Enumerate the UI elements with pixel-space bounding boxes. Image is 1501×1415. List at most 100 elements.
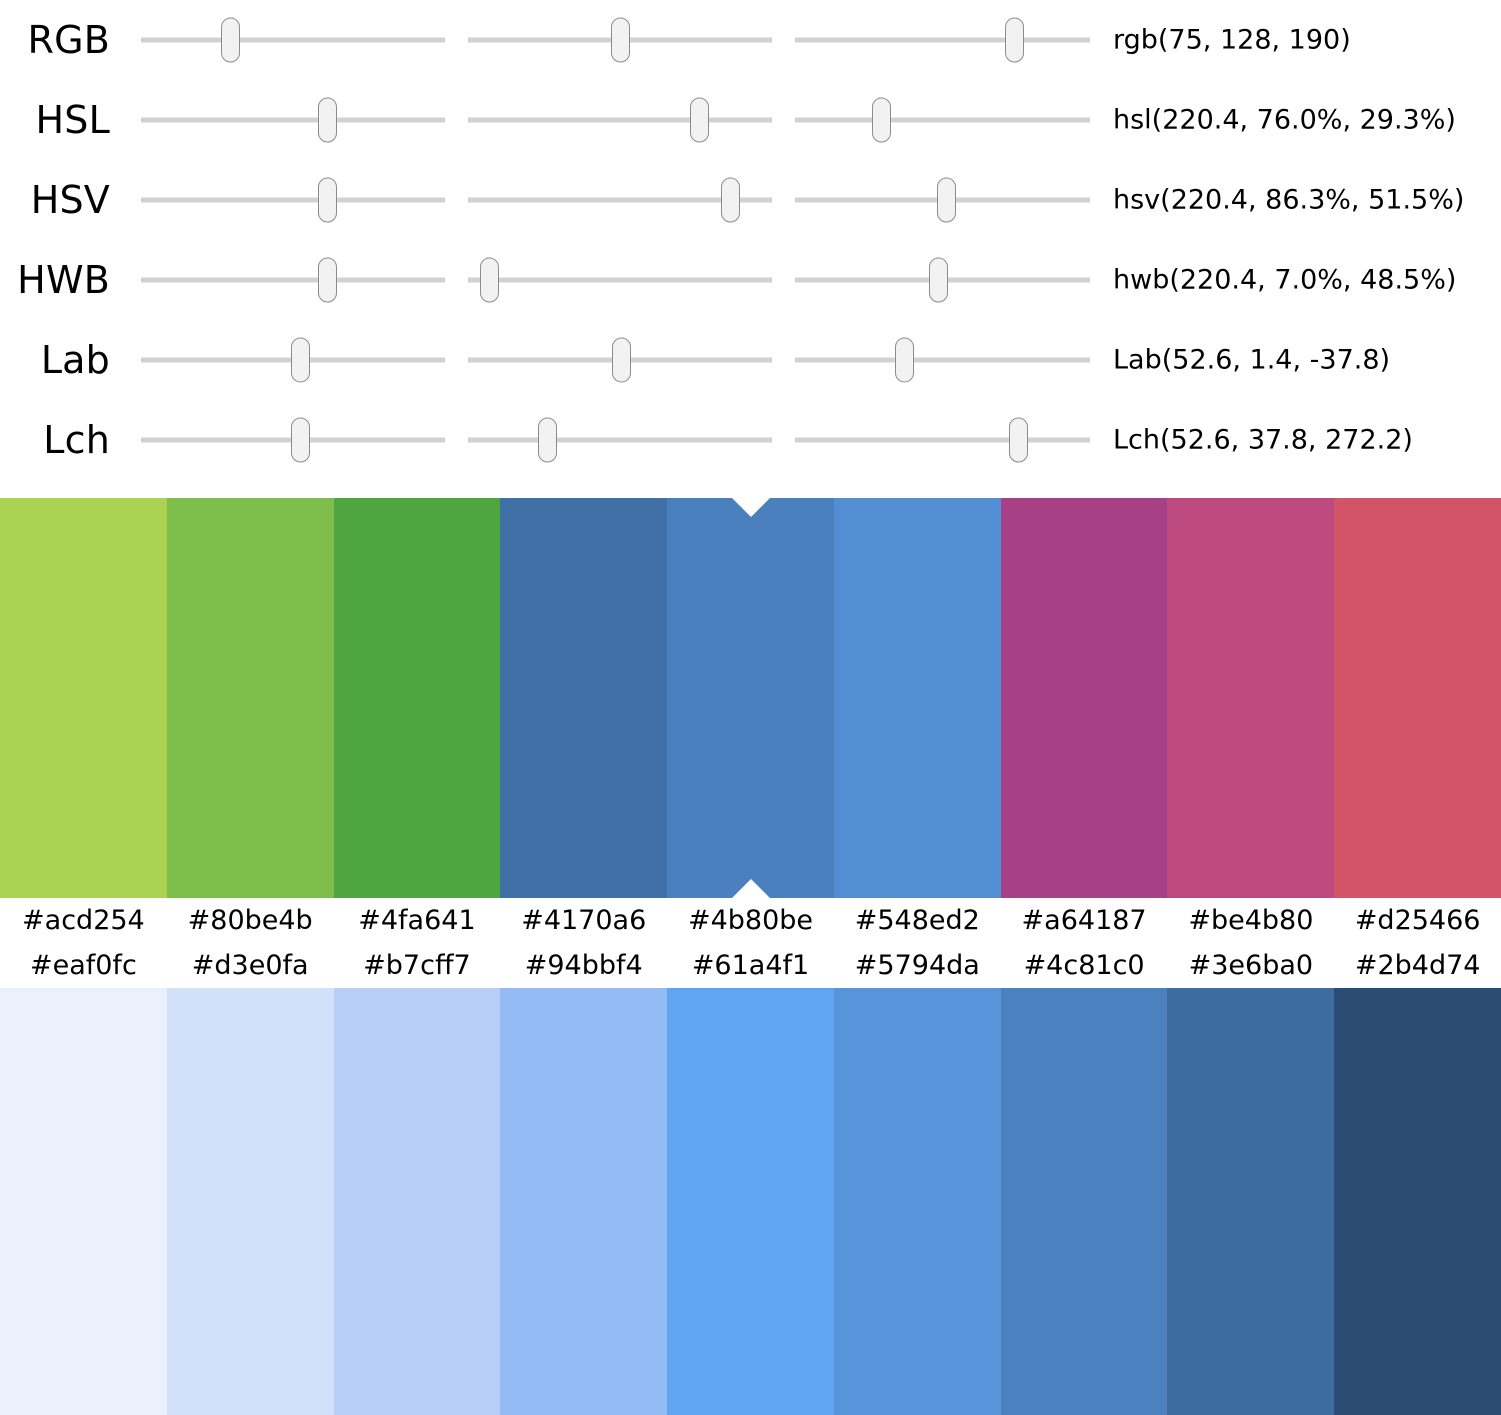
swatch-hue-7[interactable] xyxy=(1167,498,1335,898)
hex-label-hue-6[interactable]: #a64187 xyxy=(1021,905,1147,936)
color-space-label: Lab xyxy=(40,338,110,382)
slider-lab-a[interactable] xyxy=(468,320,772,400)
slider-handle-green[interactable] xyxy=(611,17,631,63)
slider-track[interactable] xyxy=(141,197,445,203)
slider-handle-whiteness[interactable] xyxy=(479,257,499,303)
color-value-text: Lab(52.6, 1.4, -37.8) xyxy=(1113,344,1391,376)
slider-hwb-blackness[interactable] xyxy=(795,240,1090,320)
slider-hsv-value[interactable] xyxy=(795,160,1090,240)
slider-handle-value[interactable] xyxy=(937,177,957,223)
hue-variation-swatch-band xyxy=(0,498,1501,898)
swatch-shade-5[interactable] xyxy=(833,988,1001,1415)
swatch-hue-8[interactable] xyxy=(1334,498,1501,898)
slider-track[interactable] xyxy=(141,117,445,123)
slider-track[interactable] xyxy=(795,437,1090,443)
swatch-hue-2[interactable] xyxy=(333,498,501,898)
slider-handle-red[interactable] xyxy=(220,17,240,63)
slider-track-group xyxy=(141,240,1090,320)
hex-label-shade-0[interactable]: #eaf0fc xyxy=(29,950,137,981)
slider-track[interactable] xyxy=(795,117,1090,123)
slider-handle-hue[interactable] xyxy=(317,257,337,303)
slider-track[interactable] xyxy=(795,357,1090,363)
swatch-shade-1[interactable] xyxy=(166,988,334,1415)
slider-handle-lightness[interactable] xyxy=(871,97,891,143)
hex-label-hue-3[interactable]: #4170a6 xyxy=(521,905,647,936)
slider-handle-saturation[interactable] xyxy=(689,97,709,143)
shade-hex-label-row: #eaf0fc #d3e0fa #b7cff7 #94bbf4 #61a4f1 #5794… xyxy=(0,943,1501,988)
hex-label-hue-0[interactable]: #acd254 xyxy=(22,905,145,936)
slider-hsl-saturation[interactable] xyxy=(468,80,772,160)
slider-rgb-green[interactable] xyxy=(468,0,772,80)
swatch-shade-4[interactable] xyxy=(667,988,834,1415)
color-space-label: HSL xyxy=(35,98,110,142)
slider-track-group xyxy=(141,160,1090,240)
color-space-label: HSV xyxy=(30,178,110,222)
slider-hwb-hue[interactable] xyxy=(141,240,445,320)
slider-handle-lightness[interactable] xyxy=(291,417,311,463)
slider-track[interactable] xyxy=(468,437,772,443)
hex-label-shade-4[interactable]: #61a4f1 xyxy=(691,950,810,981)
slider-lch-lightness[interactable] xyxy=(141,400,445,480)
slider-track[interactable] xyxy=(141,37,445,43)
slider-handle-chroma[interactable] xyxy=(538,417,558,463)
swatch-hue-0[interactable] xyxy=(0,498,167,898)
slider-hsv-hue[interactable] xyxy=(141,160,445,240)
hex-label-hue-7[interactable]: #be4b80 xyxy=(1188,905,1314,936)
swatch-shade-0[interactable] xyxy=(0,988,167,1415)
slider-track[interactable] xyxy=(795,37,1090,43)
color-space-slider-panel: RGB rgb(75, 128, 190) HSL hsl(220.4, 76.0%,… xyxy=(0,0,1501,498)
slider-handle-blackness[interactable] xyxy=(928,257,948,303)
slider-lab-lightness[interactable] xyxy=(141,320,445,400)
color-value-text: hwb(220.4, 7.0%, 48.5%) xyxy=(1113,264,1457,296)
slider-row-lch: Lch Lch(52.6, 37.8, 272.2) xyxy=(0,400,1501,480)
swatch-shade-8[interactable] xyxy=(1334,988,1501,1415)
hex-label-hue-8[interactable]: #d25466 xyxy=(1354,905,1481,936)
swatch-shade-6[interactable] xyxy=(1000,988,1168,1415)
swatch-shade-2[interactable] xyxy=(333,988,501,1415)
swatch-shade-7[interactable] xyxy=(1167,988,1335,1415)
slider-lch-hue[interactable] xyxy=(795,400,1090,480)
slider-hsl-lightness[interactable] xyxy=(795,80,1090,160)
hex-label-shade-7[interactable]: #3e6ba0 xyxy=(1188,950,1314,981)
hex-label-shade-6[interactable]: #4c81c0 xyxy=(1023,950,1145,981)
slider-handle-hue[interactable] xyxy=(317,177,337,223)
selection-notch-top-icon xyxy=(731,498,770,517)
slider-handle-blue[interactable] xyxy=(1005,17,1025,63)
slider-track[interactable] xyxy=(468,277,772,283)
slider-hsl-hue[interactable] xyxy=(141,80,445,160)
hex-label-shade-1[interactable]: #d3e0fa xyxy=(191,950,309,981)
swatch-hue-6[interactable] xyxy=(1000,498,1168,898)
slider-handle-saturation[interactable] xyxy=(720,177,740,223)
slider-row-hwb: HWB hwb(220.4, 7.0%, 48.5%) xyxy=(0,240,1501,320)
swatch-hue-3[interactable] xyxy=(500,498,668,898)
slider-handle-lightness[interactable] xyxy=(291,337,311,383)
swatch-hue-4[interactable] xyxy=(667,498,834,898)
hex-label-hue-5[interactable]: #548ed2 xyxy=(854,905,980,936)
hex-label-shade-3[interactable]: #94bbf4 xyxy=(524,950,643,981)
slider-rgb-blue[interactable] xyxy=(795,0,1090,80)
slider-track[interactable] xyxy=(141,277,445,283)
hex-label-shade-8[interactable]: #2b4d74 xyxy=(1354,950,1481,981)
slider-hsv-saturation[interactable] xyxy=(468,160,772,240)
swatch-hue-5[interactable] xyxy=(833,498,1001,898)
slider-handle-a[interactable] xyxy=(612,337,632,383)
slider-lab-b[interactable] xyxy=(795,320,1090,400)
slider-rgb-red[interactable] xyxy=(141,0,445,80)
slider-handle-hue[interactable] xyxy=(317,97,337,143)
slider-handle-hue[interactable] xyxy=(1008,417,1028,463)
hex-label-hue-1[interactable]: #80be4b xyxy=(187,905,313,936)
hex-label-hue-4[interactable]: #4b80be xyxy=(687,905,814,936)
swatch-hue-1[interactable] xyxy=(166,498,334,898)
color-value-text: hsl(220.4, 76.0%, 29.3%) xyxy=(1113,104,1456,136)
slider-handle-b[interactable] xyxy=(894,337,914,383)
slider-track[interactable] xyxy=(468,197,772,203)
slider-lch-chroma[interactable] xyxy=(468,400,772,480)
slider-hwb-whiteness[interactable] xyxy=(468,240,772,320)
slider-track[interactable] xyxy=(468,117,772,123)
hue-hex-label-row: #acd254 #80be4b #4fa641 #4170a6 #4b80be #548e… xyxy=(0,898,1501,943)
swatch-shade-3[interactable] xyxy=(500,988,668,1415)
hex-label-shade-5[interactable]: #5794da xyxy=(854,950,980,981)
shade-variation-swatch-band xyxy=(0,988,1501,1415)
hex-label-shade-2[interactable]: #b7cff7 xyxy=(363,950,471,981)
hex-label-hue-2[interactable]: #4fa641 xyxy=(358,905,476,936)
